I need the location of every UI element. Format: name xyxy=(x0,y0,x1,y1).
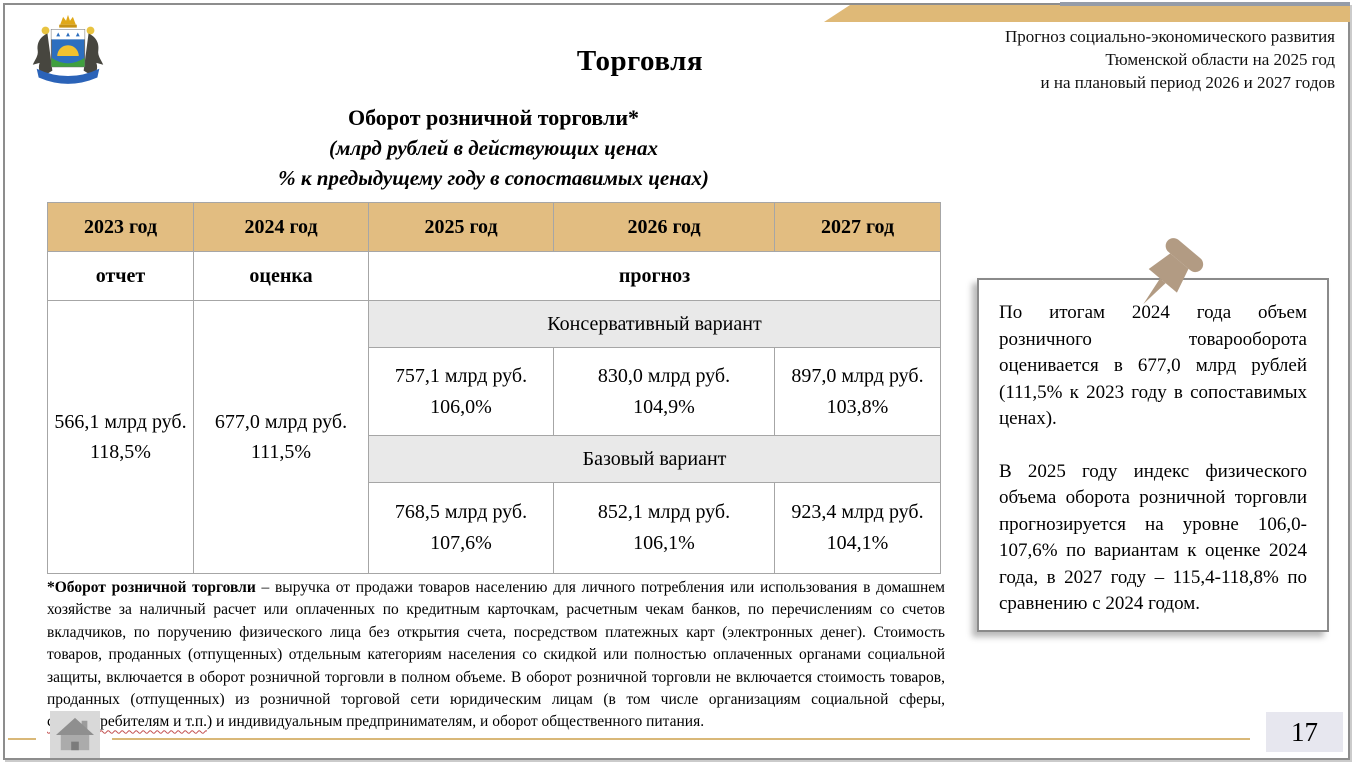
forecast-cell-conservative-2027: 897,0 млрд руб. 103,8% xyxy=(774,347,941,436)
top-accent-strip xyxy=(1060,2,1350,6)
forecast-value: 923,4 млрд руб. xyxy=(791,501,924,523)
subtitle-line-2: (млрд рублей в действующих ценах xyxy=(329,136,658,160)
emblem-sable-right xyxy=(83,33,104,76)
callout-paragraph-1: По итогам 2024 года объем розничного тов… xyxy=(999,302,1307,429)
status-estimate: оценка xyxy=(193,251,369,301)
forecast-value: 757,1 млрд руб. xyxy=(394,364,528,387)
footnote-text: *Оборот розничной торговли – выручка от … xyxy=(47,577,945,734)
callout-box: По итогам 2024 года объем розничного тов… xyxy=(977,278,1329,632)
emblem-sable-left xyxy=(32,33,53,76)
forecast-cell-base-2025: 768,5 млрд руб. 107,6% xyxy=(368,482,554,574)
forecast-cell-base-2027: 923,4 млрд руб. 104,1% xyxy=(774,482,941,574)
year-header-2027: 2027 год xyxy=(774,202,941,252)
forecast-percent: 106,1% xyxy=(633,532,695,554)
year-header-row: 2023 год 2024 год 2025 год 2026 год 2027… xyxy=(47,202,941,252)
forecast-cell-conservative-2025: 757,1 млрд руб. 106,0% xyxy=(368,347,554,436)
forecast-note-line: и на плановый период 2026 и 2027 годов xyxy=(1040,73,1336,92)
conservative-label-row: 566,1 млрд руб. 118,5% 677,0 млрд руб. 1… xyxy=(47,300,941,574)
status-row: отчет оценка прогноз xyxy=(47,251,941,301)
year-header-2024: 2024 год xyxy=(193,202,369,252)
base-variant-header: Базовый вариант xyxy=(368,435,941,483)
footer-gold-line-left xyxy=(8,738,36,740)
base-values-row: 768,5 млрд руб. 107,6% 852,1 млрд руб. 1… xyxy=(48,482,941,574)
estimate-2024-percent: 111,5% xyxy=(250,441,312,463)
forecast-percent: 103,8% xyxy=(826,395,889,418)
callout-paragraph-2: В 2025 году индекс физического объема об… xyxy=(999,460,1307,615)
table-subtitle: Оборот розничной торговли* (млрд рублей … xyxy=(47,103,940,193)
forecast-cell-base-2026: 852,1 млрд руб. 106,1% xyxy=(553,482,775,574)
footnote-body: – выручка от продажи товаров населению д… xyxy=(47,579,945,709)
page-number: 17 xyxy=(1291,716,1318,747)
forecast-value: 897,0 млрд руб. xyxy=(791,364,924,387)
forecast-note-line: Прогноз социально-экономического развити… xyxy=(1004,27,1335,46)
forecast-table: 2023 год 2024 год 2025 год 2026 год 2027… xyxy=(47,202,941,574)
subtitle-line-3: % к предыдущему году в сопоставимых цена… xyxy=(278,166,709,190)
emblem-ribbon xyxy=(36,68,100,84)
report-2023-percent: 118,5% xyxy=(90,441,151,463)
forecast-note: Прогноз социально-экономического развити… xyxy=(815,25,1335,94)
status-report: отчет xyxy=(47,251,194,301)
home-button[interactable] xyxy=(50,711,100,758)
footnote-lead: *Оборот розничной торговли xyxy=(47,579,256,596)
year-header-2025: 2025 год xyxy=(368,202,554,252)
subtitle-line-1: Оборот розничной торговли* xyxy=(347,105,640,130)
base-label-row: Базовый вариант xyxy=(48,435,941,483)
forecast-cell-conservative-2026: 830,0 млрд руб. 104,9% xyxy=(553,347,775,436)
estimate-2024-value: 677,0 млрд руб. xyxy=(214,411,348,433)
home-icon xyxy=(56,717,94,750)
forecast-value: 830,0 млрд руб. xyxy=(597,364,731,387)
conservative-variant-header: Консервативный вариант xyxy=(368,300,941,348)
footer-gold-line-right xyxy=(112,738,1250,740)
slide-border xyxy=(3,3,1350,760)
emblem-sun xyxy=(57,45,79,56)
forecast-percent: 106,0% xyxy=(430,395,492,418)
year-header-2026: 2026 год xyxy=(553,202,775,252)
pushpin-icon xyxy=(1116,238,1212,330)
year-header-2023: 2023 год xyxy=(47,202,194,252)
estimate-2024-cell: 677,0 млрд руб. 111,5% xyxy=(193,300,369,574)
forecast-note-line: Тюменской области на 2025 год xyxy=(1105,50,1335,69)
header-gold-band xyxy=(824,5,1350,22)
forecast-percent: 104,9% xyxy=(633,395,695,418)
report-2023-value: 566,1 млрд руб. xyxy=(54,411,187,433)
status-forecast: прогноз xyxy=(368,251,941,301)
emblem-crown xyxy=(60,14,76,25)
slide-title: Торговля xyxy=(576,45,704,77)
footnote-tail: ) и индивидуальным предпринимателям, и о… xyxy=(207,713,705,731)
tyumen-emblem-icon xyxy=(18,10,118,100)
forecast-percent: 104,1% xyxy=(826,532,889,554)
forecast-percent: 107,6% xyxy=(430,532,492,554)
forecast-value: 852,1 млрд руб. xyxy=(597,501,731,523)
forecast-value: 768,5 млрд руб. xyxy=(394,501,528,523)
page-number-badge: 17 xyxy=(1266,712,1343,752)
report-2023-cell: 566,1 млрд руб. 118,5% xyxy=(47,300,194,574)
